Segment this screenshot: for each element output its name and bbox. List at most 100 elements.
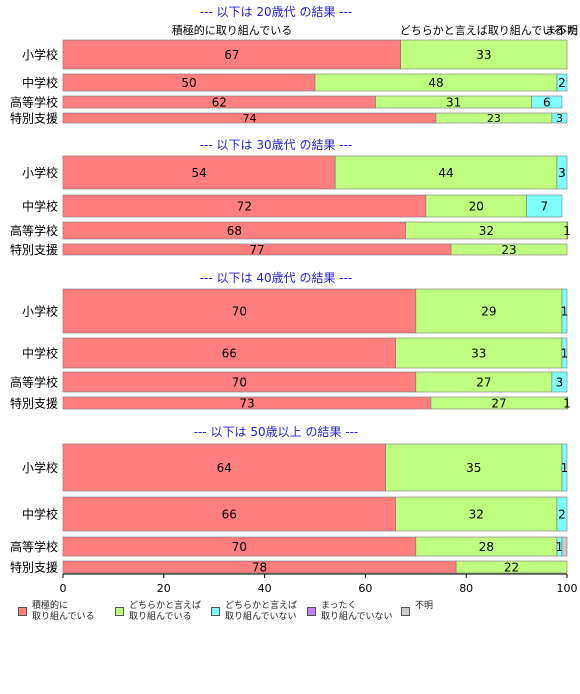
bar-segment: [334, 155, 558, 190]
panel-title: --- 以下は 40歳代 の結果 ---: [200, 271, 353, 285]
data-label: 73: [239, 396, 254, 410]
data-label: 35: [466, 461, 481, 475]
legend-label: まったく 取り組んでいない: [321, 601, 393, 622]
bar-segment: [62, 496, 396, 532]
data-label: 62: [212, 95, 227, 109]
data-label: 1: [563, 396, 571, 410]
x-tick-label: 0: [60, 582, 67, 595]
data-label: 70: [232, 375, 247, 389]
bar-segment: [62, 39, 401, 70]
legend-label: どちらかと言えば 取り組んでいる: [129, 601, 202, 622]
category-label: 中学校: [22, 75, 58, 90]
bar-segment: [415, 288, 563, 334]
bar-segment: [62, 337, 396, 369]
panel-title: --- 以下は 50歳以上 の結果 ---: [194, 425, 359, 439]
top-label-series1: どちらかと言えば取り組んでいる: [400, 24, 564, 37]
legend-swatch: [307, 607, 316, 616]
bar-segment: [62, 155, 336, 190]
data-label: 67: [224, 48, 239, 62]
data-label: 66: [222, 507, 237, 521]
legend-item: どちらかと言えば 取り組んでいない: [211, 601, 297, 623]
bar-segment: [551, 112, 568, 124]
category-label: 中学校: [22, 507, 58, 522]
category-label: 特別支援: [10, 242, 58, 257]
data-label: 44: [438, 166, 453, 180]
bar-segment: [531, 95, 563, 109]
data-label: 29: [481, 304, 496, 318]
data-label: 70: [232, 540, 247, 554]
panel-2: --- 以下は 30歳代 の結果 --- 小学校 54 44 3 中学校 72 20 7 高等学校…: [10, 138, 571, 257]
category-label: 特別支援: [10, 111, 58, 126]
data-label: 3: [556, 112, 563, 125]
panel-3: --- 以下は 40歳代 の結果 --- 小学校 70 29 1 中学校 66 33 1 高等学校…: [10, 271, 571, 411]
bar-segment: [556, 155, 568, 190]
panel-4: --- 以下は 50歳以上 の結果 --- 小学校 64 35 1 中学校 66 32 2 高等学…: [10, 425, 568, 575]
category-label: 小学校: [22, 304, 58, 319]
x-tick-label: 60: [358, 582, 372, 595]
data-label: 72: [237, 199, 252, 213]
legend-swatch: [115, 607, 124, 616]
data-label: 23: [501, 243, 516, 257]
legend-label: 不明: [415, 601, 434, 611]
bar-segment: [395, 337, 563, 369]
bar-segment: [556, 496, 568, 532]
panel-title: --- 以下は 20歳代 の結果 ---: [200, 5, 353, 19]
data-label: 7: [540, 199, 548, 213]
data-label: 31: [446, 95, 461, 109]
legend: 積極的に 取り組んでいる どちらかと言えば 取り組んでいる どちらかと言えば 取り組…: [18, 601, 578, 631]
bar-segment: [556, 73, 568, 92]
bar-segment: [561, 288, 568, 334]
data-label: 70: [232, 304, 247, 318]
bar-segment: [566, 221, 569, 240]
data-label: 54: [191, 166, 206, 180]
legend-item: まったく 取り組んでいない: [307, 601, 393, 623]
panel-1: --- 以下は 20歳代 の結果 --- 小学校 67 33 中学校 50 48 2 高等学校 6…: [10, 5, 568, 126]
legend-item: どちらかと言えば 取り組んでいる: [115, 601, 201, 623]
bar-segment: [385, 443, 563, 492]
data-label: 23: [487, 112, 501, 125]
data-label: 27: [476, 375, 491, 389]
category-label: 小学校: [22, 47, 58, 62]
x-tick-label: 80: [459, 582, 473, 595]
bar-segment: [566, 396, 569, 410]
data-label: 2: [558, 507, 566, 521]
bar-segment: [450, 243, 568, 256]
bar-segment: [455, 560, 568, 574]
top-label-series0: 積極的に取り組んでいる: [172, 23, 292, 37]
panel-title: --- 以下は 30歳代 の結果 ---: [200, 138, 353, 152]
category-label: 高等学校: [10, 375, 58, 390]
data-label: 33: [476, 48, 491, 62]
x-tick-label: 100: [557, 582, 578, 595]
bar-segment: [395, 496, 558, 532]
data-label: 66: [222, 346, 237, 360]
data-label: 48: [428, 76, 443, 90]
bar-segment: [561, 536, 568, 557]
bar-segment: [561, 337, 568, 369]
data-label: 74: [242, 112, 256, 125]
bar-segment: [400, 39, 568, 70]
legend-swatch: [211, 607, 220, 616]
data-label: 3: [558, 166, 566, 180]
data-label: 1: [556, 540, 564, 554]
bar-segment: [526, 194, 563, 218]
legend-label: 積極的に 取り組んでいる: [32, 601, 95, 622]
bar-segment: [561, 443, 568, 492]
data-label: 78: [252, 560, 267, 574]
data-label: 6: [543, 95, 551, 109]
category-label: 高等学校: [10, 95, 58, 110]
data-label: 22: [504, 560, 519, 574]
data-label: 32: [469, 507, 484, 521]
bar-segment: [551, 371, 568, 393]
x-tick-label: 20: [157, 582, 171, 595]
data-label: 3: [556, 375, 564, 389]
data-label: 27: [491, 396, 506, 410]
legend-label: どちらかと言えば 取り組んでいない: [225, 601, 298, 622]
data-label: 50: [181, 76, 196, 90]
data-label: 1: [563, 224, 571, 238]
data-label: 1: [561, 461, 569, 475]
data-label: 28: [479, 540, 494, 554]
category-label: 中学校: [22, 346, 58, 361]
data-label: 2: [558, 76, 566, 90]
legend-item: 積極的に 取り組んでいる: [18, 601, 95, 623]
